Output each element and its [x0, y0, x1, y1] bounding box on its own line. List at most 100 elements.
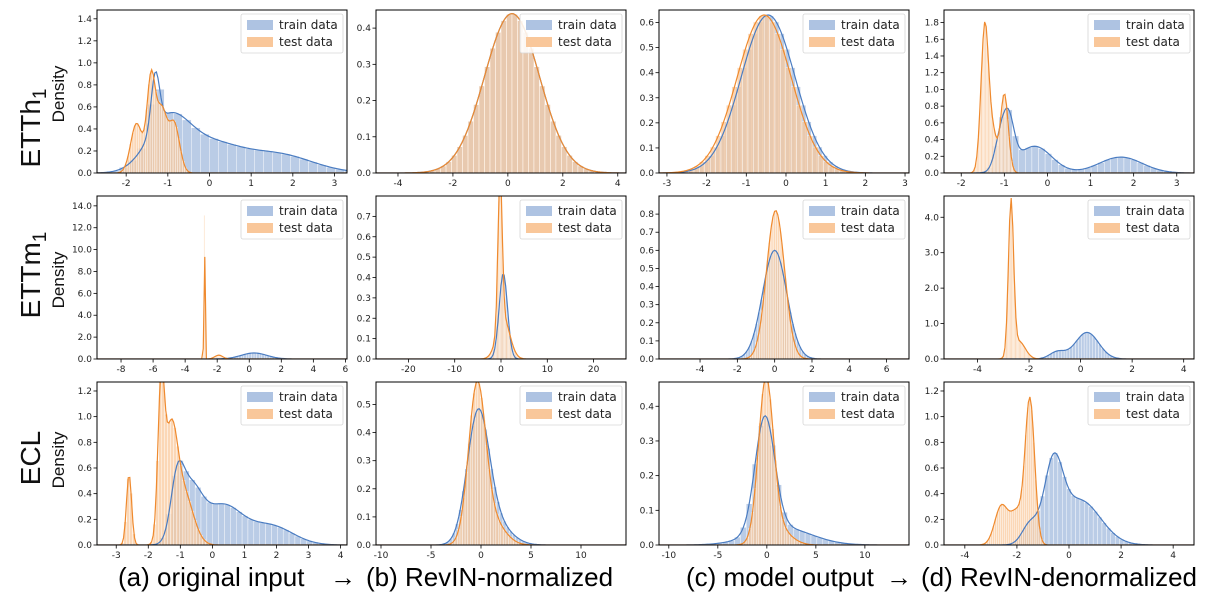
train-bar [227, 144, 237, 173]
test-bar [1002, 504, 1005, 545]
legend-train-swatch [526, 206, 552, 216]
y-tick-label: 0.0 [357, 169, 372, 179]
subplot-r1-c1: -20 -10 0 10 20 0.0 0.1 0.2 0.3 0.4 0.5 0.6 0.7 train… [357, 195, 627, 375]
legend: train data test data [240, 199, 344, 240]
legend-train-swatch [526, 20, 552, 30]
test-bar [1030, 410, 1034, 545]
x-tick-label: -1 [163, 179, 172, 189]
y-tick-label: 1.0 [78, 413, 93, 423]
legend-test-swatch [247, 223, 273, 233]
test-bar [1006, 509, 1009, 545]
test-bar [780, 49, 786, 173]
y-tick-label: 0.3 [357, 60, 371, 70]
legend-test-label: test data [1126, 35, 1180, 49]
train-bar [1061, 350, 1065, 359]
x-tick-label: 4 [1170, 551, 1176, 561]
x-axis: -4 -2 0 2 4 [393, 173, 621, 189]
x-tick-label: 0 [772, 365, 778, 375]
test-bar [522, 32, 529, 173]
test-bar [142, 127, 146, 173]
x-tick-label: 20 [588, 365, 600, 375]
x-tick-label: -3 [662, 179, 671, 189]
test-bar [766, 382, 770, 545]
test-bar [167, 422, 171, 545]
legend-train-swatch [1094, 20, 1120, 30]
y-axis: 0.0 0.1 0.2 0.3 0.4 0.5 0.6 0.7 0.8 [640, 210, 659, 365]
train-bar [1092, 336, 1096, 359]
train-kde-line [97, 70, 347, 173]
x-tick-label: 10 [859, 551, 871, 561]
y-tick-label: 0.8 [78, 438, 93, 448]
y-tick-label: 0.2 [640, 119, 654, 129]
test-bar [181, 480, 186, 545]
legend: train data test data [1087, 199, 1191, 240]
test-bar [503, 529, 507, 545]
subplot-r1-c3: -4 -2 0 2 4 0.0 1.0 2.0 3.0 4.0 train data test dat… [925, 195, 1195, 375]
test-bar [1012, 509, 1015, 545]
y-tick-label: 0.0 [640, 541, 655, 551]
y-tick-label: 0.6 [78, 103, 93, 113]
y-tick-label: 0.0 [925, 541, 940, 551]
y-axis: 0.0 0.1 0.2 0.3 0.4 0.5 0.6 0.7 [357, 212, 376, 365]
y-tick-label: 0.8 [78, 81, 93, 91]
y-axis: 0.0 0.1 0.2 0.3 0.4 [357, 24, 376, 179]
y-tick-label: 0.1 [640, 337, 654, 347]
train-bar [1089, 333, 1093, 359]
y-tick-label: 0.4 [357, 274, 372, 284]
y-tick-label: 1.4 [925, 52, 940, 62]
test-kde-line [97, 67, 347, 173]
legend-train-swatch [809, 392, 835, 402]
axes-frame [96, 9, 348, 174]
x-tick-label: 5 [813, 551, 819, 561]
train-bar [218, 503, 225, 545]
train-bar [263, 151, 273, 173]
test-bar [763, 15, 770, 173]
x-axis: -10 -5 0 5 10 [661, 545, 871, 561]
test-bar [475, 382, 479, 545]
train-bar [1104, 159, 1112, 173]
y-tick-label: 0.4 [640, 69, 655, 79]
legend-train-label: train data [1126, 204, 1185, 218]
x-tick-label: 0 [1066, 551, 1072, 561]
x-axis: -10 -5 0 5 10 [374, 545, 587, 561]
test-bar [495, 32, 502, 173]
axes-frame [658, 9, 910, 174]
x-tick-label: -2 [448, 179, 457, 189]
test-bar [785, 67, 792, 173]
x-tick-label: 1 [242, 551, 248, 561]
y-tick-label: 1.2 [78, 37, 92, 47]
legend-train-swatch [247, 206, 273, 216]
x-tick-label: 3 [902, 179, 908, 189]
train-bar [1130, 159, 1138, 173]
y-tick-label: 10.0 [72, 246, 92, 256]
test-bar [484, 66, 491, 173]
legend-test-label: test data [841, 221, 895, 235]
caption-a: (a) original input [118, 562, 305, 592]
legend-train-label: train data [841, 204, 900, 218]
subplot-r2-c1: -10 -5 0 5 10 0.0 0.1 0.2 0.3 0.4 0.5 train data tes… [357, 381, 627, 561]
x-tick-label: 4 [1181, 365, 1187, 375]
test-kde-line [659, 382, 909, 545]
test-bar [161, 382, 165, 545]
legend-train-swatch [1094, 206, 1120, 216]
y-tick-label: 0.5 [640, 44, 654, 54]
y-tick-label: 6.0 [78, 289, 93, 299]
y-tick-label: 0.3 [640, 301, 654, 311]
test-bar [766, 259, 769, 359]
train-bar [253, 352, 257, 359]
axes-frame [943, 9, 1195, 174]
train-bar [1062, 476, 1067, 545]
y-tick-label: 0.6 [640, 246, 655, 256]
test-bar [991, 118, 994, 173]
legend-test-label: test data [1126, 221, 1180, 235]
plot-area [659, 14, 909, 173]
test-bar [720, 121, 727, 173]
plot-area [97, 67, 347, 173]
test-bar [159, 103, 162, 173]
test-bar [774, 33, 781, 173]
x-tick-label: -1 [742, 179, 751, 189]
train-bar [277, 527, 284, 545]
train-bar [1038, 148, 1046, 173]
legend-test-swatch [1094, 37, 1120, 47]
axes-frame [658, 195, 910, 360]
